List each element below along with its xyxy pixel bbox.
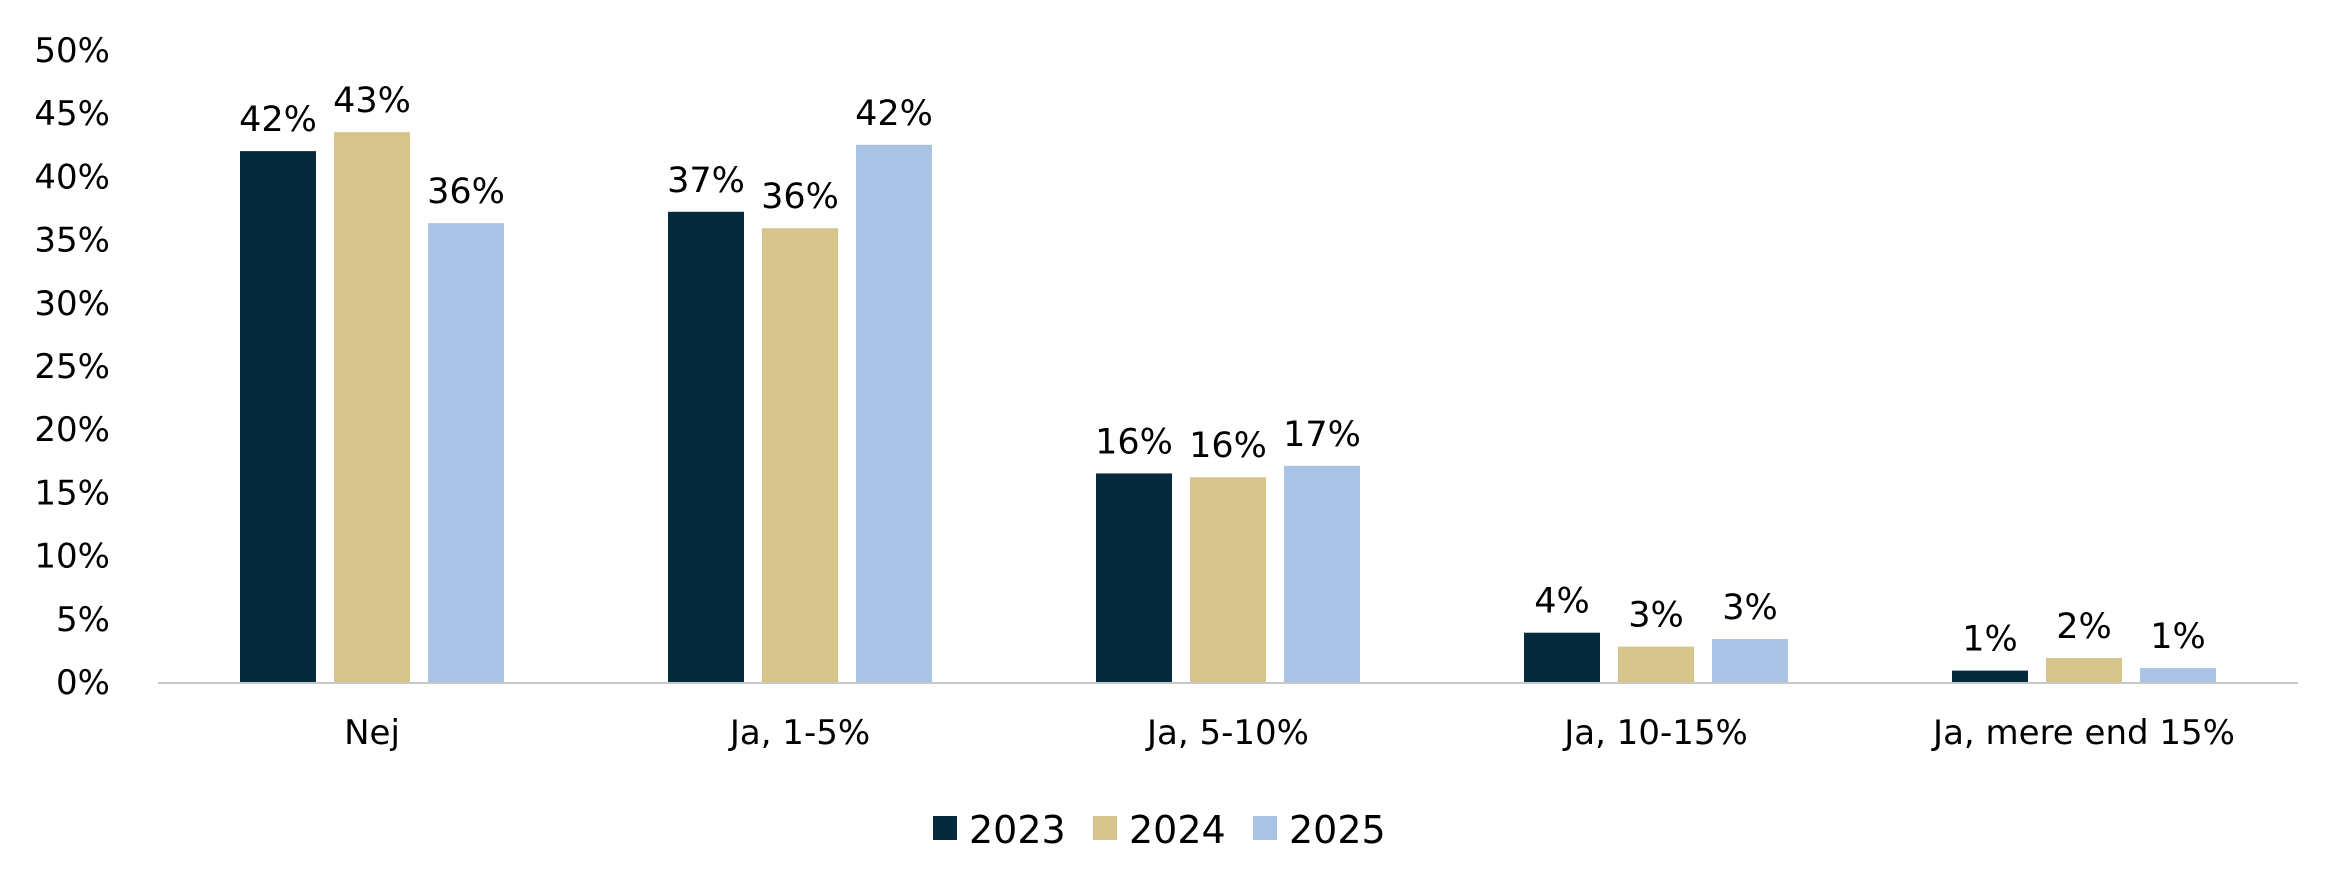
x-axis: Nej Ja, 1-5% Ja, 5-10% Ja, 10-15% Ja, mere e… xyxy=(344,713,2235,753)
x-tick-label: Ja, 5-10% xyxy=(1145,713,1309,753)
legend: 2023 2024 2025 xyxy=(933,808,1386,852)
data-label: 1% xyxy=(1962,620,2018,660)
x-tick-label: Ja, mere end 15% xyxy=(1931,713,2235,753)
y-tick-label: 15% xyxy=(34,473,110,513)
bar-2023 xyxy=(1524,632,1600,682)
data-label: 43% xyxy=(333,81,411,121)
legend-swatch-2023 xyxy=(933,816,957,840)
bar-2024 xyxy=(2046,657,2122,682)
bars xyxy=(240,132,2216,683)
bar-2023 xyxy=(668,211,744,683)
legend-label: 2024 xyxy=(1129,808,1226,852)
bar-2025 xyxy=(1712,639,1788,682)
data-label: 17% xyxy=(1283,415,1361,455)
y-tick-label: 0% xyxy=(56,663,110,703)
bar-2024 xyxy=(334,132,410,682)
y-tick-label: 10% xyxy=(34,537,110,577)
data-label: 16% xyxy=(1189,426,1267,466)
bar-2023 xyxy=(240,151,316,682)
data-label: 1% xyxy=(2150,617,2206,657)
data-label: 36% xyxy=(761,177,839,217)
y-tick-label: 20% xyxy=(34,410,110,450)
legend-label: 2025 xyxy=(1289,808,1386,852)
y-tick-label: 50% xyxy=(34,31,110,71)
bar-2025 xyxy=(856,144,932,683)
x-tick-label: Ja, 1-5% xyxy=(728,713,870,753)
data-label: 4% xyxy=(1534,582,1590,622)
bar-2023 xyxy=(1096,473,1172,682)
y-axis: 0% 5% 10% 15% 20% 25% 30% 35% 40% 45% 50% xyxy=(34,31,110,703)
data-label: 3% xyxy=(1628,596,1684,636)
data-labels: 42% 43% 36% 37% 36% 42% 16% 16% 17% 4% 3% 3% 1% 2% 1% xyxy=(239,81,2206,659)
y-tick-label: 25% xyxy=(34,347,110,387)
bar-2025 xyxy=(428,223,504,682)
data-label: 42% xyxy=(239,100,317,140)
bar-2025 xyxy=(2140,668,2216,682)
data-label: 42% xyxy=(855,94,933,134)
legend-label: 2023 xyxy=(969,808,1066,852)
y-tick-label: 35% xyxy=(34,221,110,261)
y-tick-label: 40% xyxy=(34,157,110,197)
data-label: 16% xyxy=(1095,422,1173,462)
data-label: 2% xyxy=(2056,607,2112,647)
legend-swatch-2025 xyxy=(1253,816,1277,840)
x-tick-label: Ja, 10-15% xyxy=(1562,713,1748,753)
x-tick-label: Nej xyxy=(344,713,400,753)
data-label: 36% xyxy=(427,172,505,212)
y-tick-label: 45% xyxy=(34,94,110,134)
y-tick-label: 30% xyxy=(34,284,110,324)
bar-2024 xyxy=(1618,646,1694,682)
bar-2024 xyxy=(1190,477,1266,682)
legend-swatch-2024 xyxy=(1093,816,1117,840)
y-tick-label: 5% xyxy=(56,600,110,640)
bar-2025 xyxy=(1284,465,1360,682)
bar-2023 xyxy=(1952,670,2028,682)
data-label: 3% xyxy=(1722,588,1778,628)
data-label: 37% xyxy=(667,161,745,201)
bar-2024 xyxy=(762,228,838,682)
